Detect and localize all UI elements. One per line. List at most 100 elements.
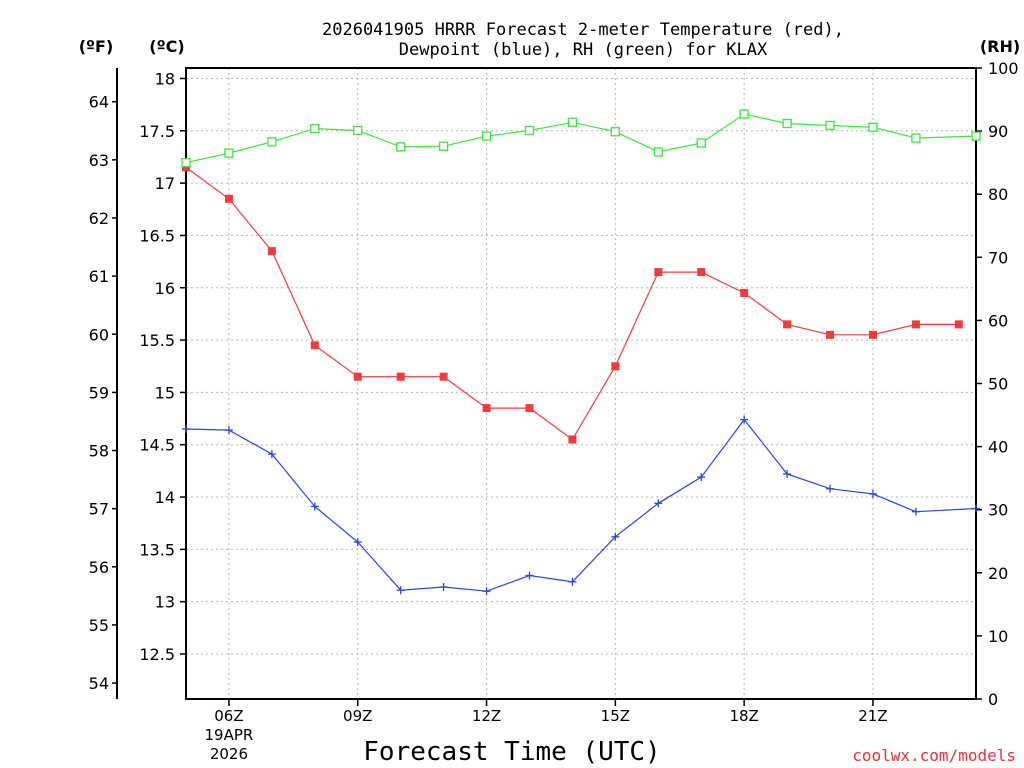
fahrenheit-tick-label: 64 [89,93,109,112]
dewpoint-point [439,583,448,592]
celsius-tick-label: 13.5 [139,540,175,559]
fahrenheit-tick-label: 54 [89,674,109,693]
credit-text: coolwx.com/models [852,746,1016,765]
dewpoint-point [868,489,877,498]
rh-point [971,131,981,141]
fahrenheit-axis-unit: (ºF) [79,37,114,56]
celsius-tick-label: 14 [155,488,175,507]
dewpoint-point [972,504,980,513]
dewpoint-point [911,507,920,516]
x-tick-year: 2026 [210,745,248,763]
series-layer [181,109,981,596]
temperature-point [224,194,233,203]
rh-tick-label: 90 [988,122,1008,141]
rh-tick-label: 0 [988,690,998,709]
temperature-point [568,435,577,444]
rh-line [185,113,977,164]
temperature-line [185,166,959,441]
rh-tick-label: 20 [988,564,1008,583]
temperature-point [482,404,491,413]
dewpoint-point [310,502,319,511]
dewpoint-point [740,415,749,424]
x-tick-label: 09Z [343,707,372,725]
temperature-point [826,330,835,339]
dewpoint-point [611,532,620,541]
celsius-axis-unit: (ºC) [149,37,184,56]
x-tick-label: 21Z [858,707,887,725]
rh-tick-label: 40 [988,438,1008,457]
rh-point [610,127,620,137]
plot-frame [185,67,977,700]
rh-point [739,109,749,119]
dewpoint-point [826,484,835,493]
rh-tick-label: 10 [988,627,1008,646]
celsius-tick-label: 18 [155,69,175,88]
rh-tick-label: 70 [988,248,1008,267]
rh-point [396,142,406,152]
rh-tick-label: 100 [988,59,1019,78]
rh-point [567,117,578,127]
rh-point [825,120,835,131]
dewpoint-point [697,473,706,482]
temperature-point [267,247,276,256]
rh-point [911,133,921,143]
grid-lines [186,68,976,699]
fahrenheit-tick-label: 62 [89,209,109,228]
x-axis-label: Forecast Time (UTC) [363,737,660,767]
temperature-point [740,288,749,297]
temperature-point [439,372,448,381]
x-tick-label: 06Z [214,707,243,725]
temperature-point [611,362,620,371]
temperature-point [396,372,405,381]
fahrenheit-tick-label: 61 [89,267,109,286]
rh-point [438,141,449,151]
dewpoint-point [182,425,190,434]
rh-point [267,137,277,147]
temperature-point [911,320,920,329]
rh-point [481,131,492,141]
fahrenheit-tick-label: 59 [89,383,109,402]
axes: 12.5 13 13.5 14 14.5 15 15.5 16 16.5 17 17.5 18 54 55… [89,59,1019,763]
dewpoint-line [185,418,977,592]
celsius-tick-label: 15 [155,383,175,402]
dewpoint-point [267,450,276,459]
temperature-point [182,163,190,172]
temperature-point [525,404,534,413]
dewpoint-point [353,538,362,547]
fahrenheit-tick-label: 58 [89,442,109,461]
dewpoint-point [568,577,577,586]
fahrenheit-tick-label: 60 [89,325,109,344]
rh-point [353,125,363,136]
dewpoint-point [654,499,663,508]
x-tick-label: 15Z [601,707,630,725]
temperature-point [697,268,706,277]
temperature-point [954,320,963,329]
rh-tick-label: 50 [988,375,1008,394]
temperature-point [353,372,362,381]
celsius-tick-label: 16.5 [139,226,175,245]
rh-axis-unit: (RH) [980,37,1020,56]
rh-tick-label: 60 [988,311,1008,330]
celsius-tick-label: 16 [155,279,175,298]
x-tick-label: 12Z [472,707,501,725]
celsius-tick-label: 12.5 [139,645,175,664]
dewpoint-point [525,571,534,580]
chart-title-line2: Dewpoint (blue), RH (green) for KLAX [399,40,768,60]
temperature-point [868,330,877,339]
chart-title-line1: 2026041905 HRRR Forecast 2-meter Tempera… [322,20,844,40]
dewpoint-point [224,426,233,435]
celsius-tick-label: 17 [155,174,175,193]
temperature-point [783,320,792,329]
fahrenheit-tick-label: 57 [89,500,109,519]
dewpoint-point [482,587,491,596]
rh-point [310,123,320,134]
x-tick-date: 19APR [205,726,254,744]
rh-tick-label: 30 [988,501,1008,520]
dewpoint-point [783,470,792,479]
rh-point [524,125,535,136]
rh-point [181,157,191,168]
rh-point [696,138,706,148]
celsius-tick-label: 14.5 [139,436,175,455]
rh-point [653,147,663,157]
